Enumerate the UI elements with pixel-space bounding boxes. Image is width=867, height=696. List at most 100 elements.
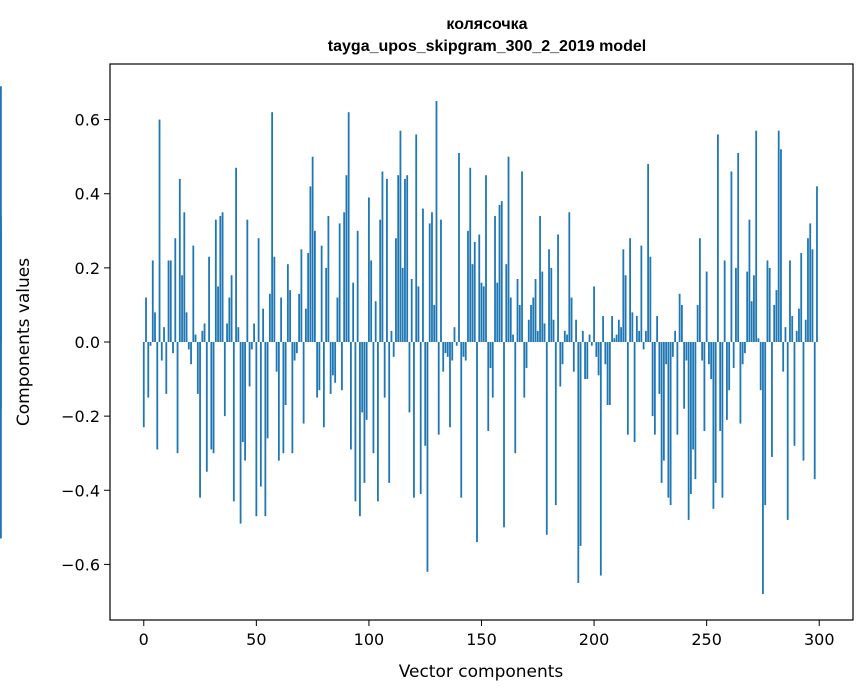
- bar: [473, 241, 476, 342]
- bar: [286, 264, 289, 342]
- bar: [485, 175, 487, 342]
- bar: [620, 327, 622, 342]
- bar: [160, 342, 163, 361]
- bar: [338, 223, 341, 342]
- bar: [426, 342, 429, 572]
- bar: [437, 342, 440, 435]
- bar: [419, 342, 422, 494]
- bar: [671, 342, 674, 357]
- bar: [282, 342, 285, 454]
- bar: [390, 330, 393, 342]
- bar: [293, 342, 296, 361]
- bar: [771, 342, 773, 457]
- x-tick-label: 50: [246, 630, 266, 649]
- bar: [732, 342, 735, 368]
- bar: [793, 342, 796, 446]
- bar: [316, 342, 319, 398]
- bar: [413, 342, 415, 498]
- bar: [759, 342, 762, 391]
- bar: [638, 330, 641, 342]
- bar: [735, 267, 737, 342]
- bar: [489, 342, 492, 368]
- bar: [361, 342, 364, 413]
- bar: [683, 342, 686, 409]
- bar: [505, 264, 508, 342]
- bar: [757, 338, 760, 342]
- bar: [345, 175, 348, 342]
- bar: [593, 286, 595, 342]
- bar: [368, 197, 370, 342]
- bar: [786, 342, 789, 520]
- bar: [381, 171, 384, 342]
- bar: [744, 342, 746, 354]
- bar: [446, 342, 449, 357]
- bar: [302, 342, 305, 424]
- bar: [584, 342, 586, 380]
- bar: [415, 134, 418, 342]
- bar: [809, 223, 812, 342]
- bar: [647, 164, 650, 342]
- bar: [728, 342, 731, 391]
- bar: [181, 275, 183, 342]
- bar: [352, 282, 355, 342]
- bar: [741, 342, 744, 365]
- bar: [208, 256, 210, 342]
- y-tick-label: 0.2: [75, 259, 100, 278]
- bar: [766, 260, 769, 342]
- bar: [172, 342, 174, 354]
- bar: [291, 342, 294, 454]
- bar: [363, 342, 366, 483]
- bar: [667, 342, 670, 498]
- bar: [320, 245, 323, 342]
- x-tick-label: 150: [466, 630, 497, 649]
- bar: [696, 304, 699, 342]
- bar: [748, 219, 751, 342]
- bar: [665, 342, 668, 365]
- bar: [755, 130, 758, 342]
- bar: [656, 316, 659, 342]
- bar: [512, 334, 514, 342]
- bar: [223, 342, 226, 417]
- bar: [708, 342, 710, 365]
- bar: [165, 342, 168, 394]
- bar: [435, 101, 438, 342]
- bar: [174, 238, 177, 342]
- bar: [777, 130, 780, 342]
- bar: [692, 342, 695, 450]
- bar: [521, 171, 523, 342]
- bar: [228, 297, 231, 342]
- y-tick-label: −0.4: [61, 481, 100, 500]
- bar: [800, 253, 803, 342]
- bar: [498, 204, 501, 342]
- bar: [226, 323, 228, 342]
- bar: [428, 223, 431, 342]
- bar: [807, 238, 809, 342]
- bar: [602, 316, 604, 342]
- bar: [289, 290, 292, 342]
- bar: [739, 342, 742, 424]
- bar: [142, 342, 145, 428]
- bar: [235, 167, 237, 342]
- bar: [629, 238, 631, 342]
- bar: [410, 278, 413, 342]
- bar: [536, 330, 539, 342]
- y-axis-label: Components values: [14, 258, 34, 426]
- bar: [559, 342, 562, 387]
- bar: [273, 256, 276, 342]
- bar: [689, 342, 692, 494]
- bar: [782, 342, 785, 372]
- bar: [550, 267, 553, 342]
- bar: [660, 342, 663, 483]
- bar: [455, 342, 458, 346]
- bar: [588, 334, 591, 342]
- bar: [401, 267, 404, 342]
- bar: [295, 342, 298, 354]
- bar: [795, 330, 798, 342]
- bar: [217, 286, 219, 342]
- bar: [176, 342, 179, 454]
- bar: [255, 342, 258, 517]
- bar: [579, 342, 582, 546]
- bar: [717, 134, 719, 342]
- bar: [613, 338, 616, 342]
